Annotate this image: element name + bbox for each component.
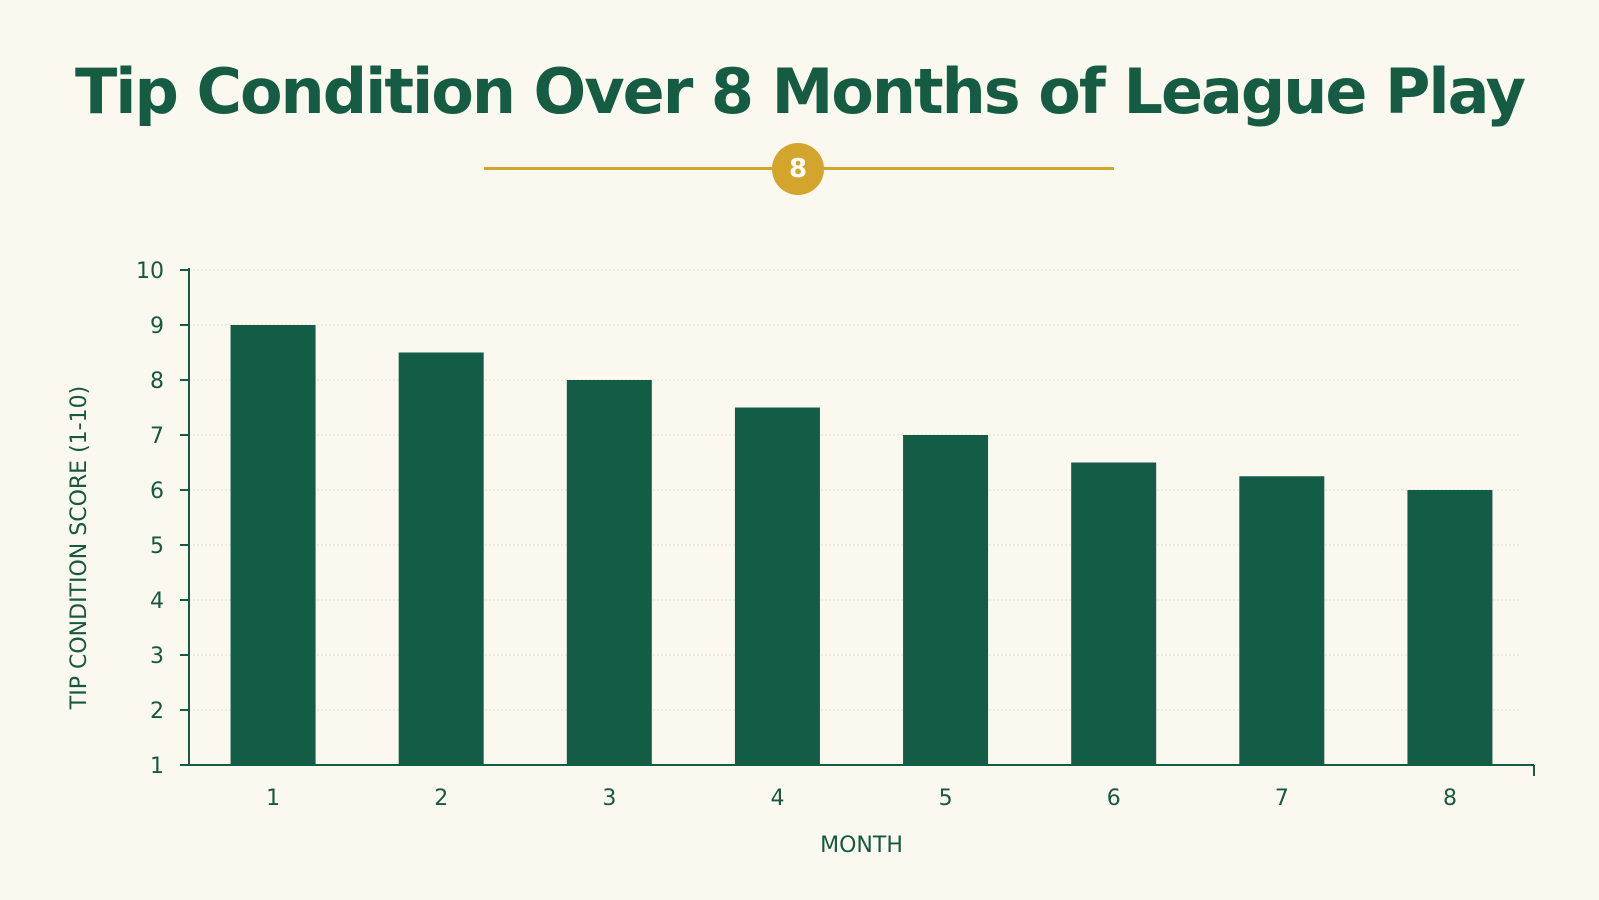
y-tick-label: 7 — [150, 424, 164, 449]
y-axis-title: TIP CONDITION SCORE (1-10) — [67, 386, 92, 710]
x-tick-label: 8 — [1443, 786, 1457, 811]
y-tick-label: 6 — [150, 479, 164, 504]
bar-month-1 — [230, 325, 316, 765]
x-tick-label: 1 — [266, 786, 280, 811]
bar-month-5 — [903, 435, 989, 765]
y-axis-ticks: 1 2 3 4 5 6 7 8 9 10 — [136, 259, 189, 779]
y-tick-label: 1 — [150, 754, 164, 779]
bar-month-6 — [1071, 462, 1157, 765]
y-tick-label: 4 — [150, 589, 164, 614]
y-tick-label: 2 — [150, 699, 164, 724]
month-count-badge: 8 — [772, 143, 824, 195]
x-tick-label: 4 — [770, 786, 784, 811]
chart-title: Tip Condition Over 8 Months of League Pl… — [74, 55, 1526, 128]
y-tick-label: 10 — [136, 259, 164, 284]
x-tick-label: 7 — [1275, 786, 1289, 811]
x-tick-label: 6 — [1107, 786, 1121, 811]
bar-month-3 — [566, 380, 652, 765]
x-axis-title: MONTH — [820, 833, 903, 858]
y-tick-label: 3 — [150, 644, 164, 669]
x-axis-ticks: 1 2 3 4 5 6 7 8 — [266, 786, 1457, 811]
bar-month-4 — [734, 407, 820, 765]
axes — [188, 268, 1535, 776]
x-tick-label: 5 — [939, 786, 953, 811]
bar-month-2 — [398, 352, 484, 765]
x-tick-label: 2 — [434, 786, 448, 811]
bars — [230, 325, 1493, 765]
y-tick-label: 9 — [150, 314, 164, 339]
bar-month-8 — [1407, 490, 1493, 765]
bar-month-7 — [1239, 476, 1325, 765]
y-tick-label: 5 — [150, 534, 164, 559]
y-tick-label: 8 — [150, 369, 164, 394]
x-tick-label: 3 — [602, 786, 616, 811]
